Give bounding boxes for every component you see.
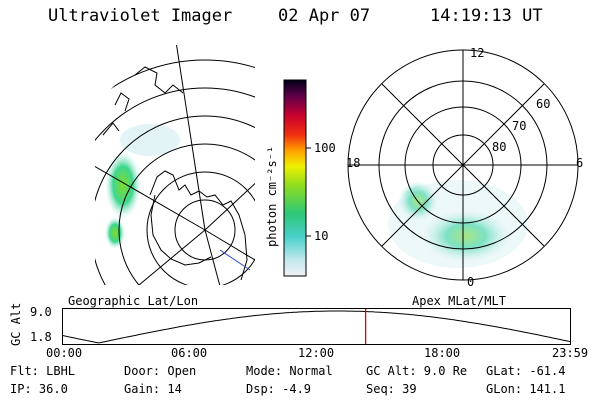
mlt-label-0: 0 [467,275,475,289]
gc-alt-info: GC Alt: 9.0 Re [366,364,468,378]
page-title: Ultraviolet Imager [48,6,233,26]
mlt-label-18: 18 [346,156,361,170]
time-tick-1800: 18:00 [424,346,461,360]
mode-info: Mode: Normal [246,364,333,378]
dsp-info: Dsp: -4.9 [246,382,312,396]
observation-date: 02 Apr 07 [278,6,371,26]
time-tick-2359: 23:59 [552,346,589,360]
colorbar [283,79,311,277]
geographic-map [95,45,255,285]
door-info: Door: Open [124,364,197,378]
altitude-plot [62,308,571,345]
mlt-label-6: 6 [576,156,584,170]
colorbar-tick-10: 10 [314,229,329,243]
filter-info: Flt: LBHL [10,364,76,378]
ip-info: IP: 36.0 [10,382,68,396]
lat-label-60: 60 [536,97,551,111]
altitude-axis-title: GC Alt [9,302,23,346]
polar-mlat-mlt-plot [347,49,579,281]
altitude-tick-1.8: 1.8 [30,330,52,344]
seq-info: Seq: 39 [366,382,417,396]
glat-info: GLat: -61.4 [486,364,566,378]
glon-info: GLon: 141.1 [486,382,566,396]
time-tick-0600: 06:00 [171,346,208,360]
altitude-tick-9: 9.0 [30,305,52,319]
lat-label-80: 80 [492,140,507,154]
gain-info: Gain: 14 [124,382,182,396]
geographic-map-title: Geographic Lat/Lon [68,294,199,308]
mlt-label-12: 12 [470,46,485,60]
colorbar-tick-100: 100 [314,141,336,155]
colorbar-unit-label: photon cm⁻²s⁻¹ [265,145,279,247]
observation-time: 14:19:13 UT [430,6,543,26]
time-tick-1200: 12:00 [298,346,335,360]
time-tick-0000: 00:00 [46,346,83,360]
lat-label-70: 70 [512,119,527,133]
polar-map-title: Apex MLat/MLT [412,294,506,308]
